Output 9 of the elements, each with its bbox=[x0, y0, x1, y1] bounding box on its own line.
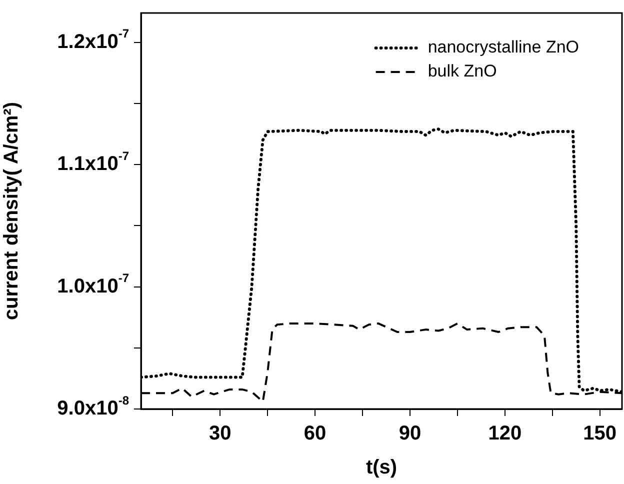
x-tick-label: 150 bbox=[583, 422, 617, 445]
x-tick-label: 30 bbox=[208, 422, 232, 445]
y-axis-title: current density( A/cm²) bbox=[0, 102, 23, 320]
legend-label: nanocrystalline ZnO bbox=[428, 38, 580, 57]
x-tick-label: 60 bbox=[304, 422, 326, 445]
x-axis-title: t(s) bbox=[366, 456, 398, 479]
x-tick-label: 90 bbox=[398, 422, 422, 445]
legend-label: bulk ZnO bbox=[428, 62, 497, 81]
x-tick-label: 120 bbox=[488, 422, 522, 445]
